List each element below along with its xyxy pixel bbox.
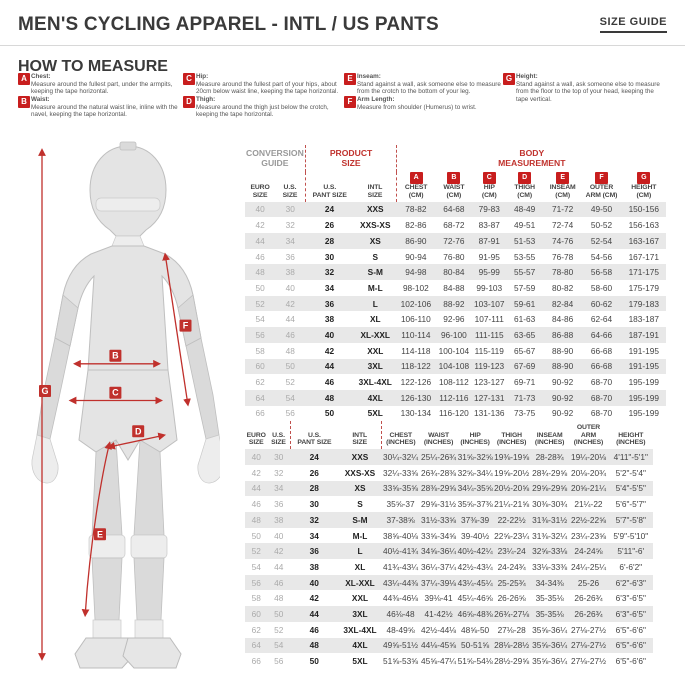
svg-text:F: F (183, 321, 189, 331)
svg-text:C: C (112, 388, 119, 398)
svg-text:D: D (135, 426, 142, 436)
svg-text:B: B (112, 351, 119, 361)
svg-text:E: E (97, 529, 103, 539)
svg-text:G: G (41, 386, 48, 396)
